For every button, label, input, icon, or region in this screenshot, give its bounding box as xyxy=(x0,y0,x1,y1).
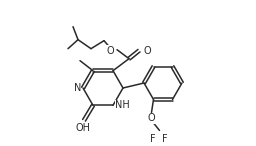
Text: O: O xyxy=(106,46,114,56)
Text: F: F xyxy=(162,134,167,144)
Text: OH: OH xyxy=(76,123,91,133)
Text: F: F xyxy=(150,134,155,144)
Text: O: O xyxy=(143,46,151,56)
Text: N: N xyxy=(74,83,81,93)
Text: NH: NH xyxy=(115,100,130,110)
Text: O: O xyxy=(148,113,155,124)
